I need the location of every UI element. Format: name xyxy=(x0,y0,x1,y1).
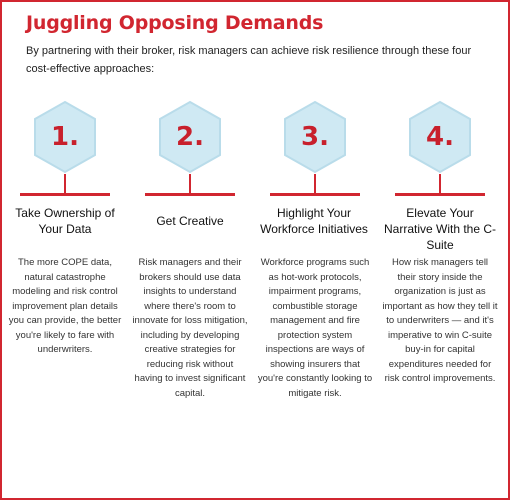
step-2-connector xyxy=(189,174,191,194)
step-1-body: The more COPE data, natural catastrophe … xyxy=(8,257,122,355)
step-4-connector xyxy=(439,174,441,194)
step-3-hexagon: 3. xyxy=(283,100,347,174)
steps-row: 1. 2. 3. 4. xyxy=(0,92,510,202)
hexagon-icon xyxy=(159,100,221,174)
step-1-number: 1. xyxy=(51,122,79,152)
hexagon-icon xyxy=(409,100,471,174)
step-3-heading: Highlight Your Workforce Initiatives xyxy=(260,206,368,236)
step-1-connector xyxy=(64,174,66,194)
step-4-number: 4. xyxy=(426,122,454,152)
step-2-underline xyxy=(145,193,235,196)
hexagon-icon xyxy=(284,100,346,174)
step-3-body: Workforce programs such as hot-work prot… xyxy=(257,257,373,399)
infographic-subtitle: By partnering with their broker, risk ma… xyxy=(26,45,472,75)
step-4-body: How risk managers tell their story insid… xyxy=(382,257,498,384)
step-1-underline xyxy=(20,193,110,196)
step-4-heading: Elevate Your Narrative With the C-Suite xyxy=(383,206,497,252)
step-1-heading: Take Ownership of Your Data xyxy=(15,206,115,236)
infographic-title: Juggling Opposing Demands xyxy=(26,12,324,34)
hexagon-icon xyxy=(34,100,96,174)
step-1-hexagon: 1. xyxy=(33,100,97,174)
step-2-body: Risk managers and their brokers should u… xyxy=(132,257,248,399)
step-2-hexagon: 2. xyxy=(158,100,222,174)
step-3-number: 3. xyxy=(301,122,329,152)
step-4-underline xyxy=(395,193,485,196)
step-3-connector xyxy=(314,174,316,194)
step-4-hexagon: 4. xyxy=(408,100,472,174)
step-2-number: 2. xyxy=(176,122,204,152)
step-2-heading: Get Creative xyxy=(156,214,224,228)
step-3-underline xyxy=(270,193,360,196)
